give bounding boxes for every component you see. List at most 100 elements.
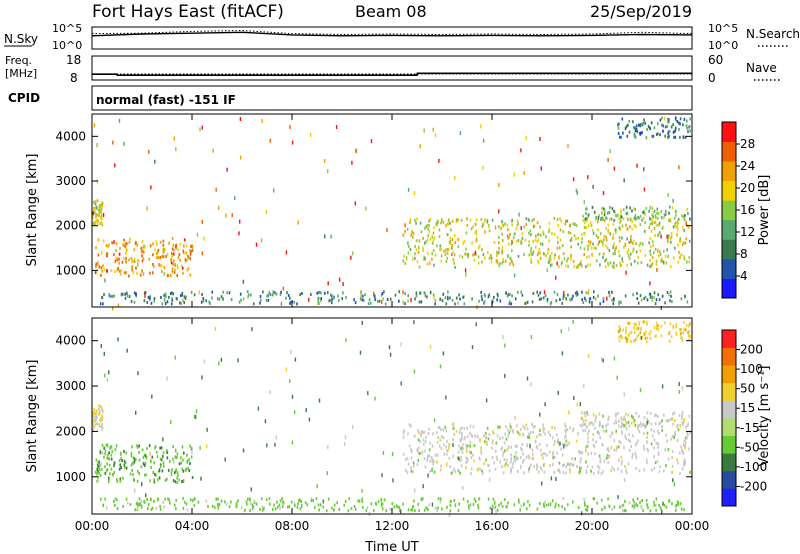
velocity-cell (154, 472, 156, 476)
power-cell (317, 298, 319, 302)
power-cell (170, 261, 173, 265)
velocity-cell (359, 350, 362, 355)
velocity-cell (602, 442, 604, 446)
velocity-cell (300, 500, 303, 503)
power-cell (114, 259, 117, 263)
power-cell (108, 243, 110, 247)
noise-left-tick-bottom: 10^0 (52, 39, 82, 52)
power-ytick-label: 4000 (55, 129, 86, 143)
power-cell (670, 240, 672, 244)
power-cell (623, 178, 625, 183)
power-cell (496, 250, 498, 254)
freq-left-tick-bottom: 8 (70, 71, 78, 85)
velocity-cell (454, 503, 457, 508)
velocity-cell (637, 439, 639, 443)
velocity-cell (551, 426, 553, 429)
power-cell (454, 265, 456, 269)
velocity-cell (657, 442, 660, 446)
power-cell (537, 259, 539, 263)
velocity-cell (138, 472, 140, 476)
velocity-cell (423, 430, 426, 434)
velocity-cell (170, 470, 173, 474)
power-cell (572, 294, 574, 298)
velocity-cell (145, 456, 148, 460)
velocity-cell (103, 455, 105, 459)
velocity-cell (664, 321, 666, 325)
velocity-cell (163, 505, 166, 509)
power-cell (364, 293, 366, 297)
power-cell (282, 286, 285, 291)
velocity-cell (505, 437, 508, 441)
velocity-cell (158, 468, 161, 473)
velocity-cell (580, 466, 583, 470)
velocity-cell (435, 431, 438, 435)
power-cell (532, 291, 535, 295)
power-cell (652, 211, 655, 214)
velocity-cell (129, 503, 132, 506)
velocity-ylabel: Slant Range [km] (25, 360, 40, 473)
velocity-cell (470, 467, 473, 471)
power-cell (586, 217, 588, 221)
power-cell (614, 247, 617, 251)
velocity-cell (151, 394, 153, 399)
velocity-cell (147, 503, 150, 507)
velocity-cell (613, 421, 616, 425)
power-cell (141, 240, 144, 243)
velocity-cell (281, 504, 284, 508)
power-cell (555, 275, 557, 280)
velocity-cell (111, 473, 114, 477)
velocity-cell (176, 452, 179, 456)
power-cell (613, 209, 615, 213)
velocity-cell (646, 431, 649, 435)
power-cell (425, 225, 428, 229)
power-cell (686, 119, 688, 123)
power-cell (532, 225, 535, 229)
power-cell (403, 254, 405, 258)
power-cell (636, 297, 639, 301)
velocity-cell (174, 455, 177, 459)
velocity-cell (681, 338, 684, 342)
power-cell (539, 256, 542, 260)
velocity-cell (681, 421, 684, 425)
power-cell (599, 232, 602, 236)
power-cell (444, 253, 447, 257)
power-cell (496, 298, 498, 302)
velocity-cell (592, 413, 595, 417)
power-cell (320, 299, 322, 303)
velocity-cell (426, 456, 429, 460)
power-cell (407, 294, 410, 298)
power-cell (687, 211, 689, 215)
power-cell (667, 193, 669, 197)
velocity-cell (136, 508, 139, 512)
power-cell (612, 233, 615, 237)
power-cell (355, 148, 357, 153)
power-cell (472, 253, 474, 257)
velocity-cell (645, 330, 647, 334)
velocity-cell (94, 422, 97, 426)
power-colorbar-swatch (722, 141, 736, 162)
velocity-colorbar-swatch (722, 400, 736, 419)
velocity-cell (530, 463, 532, 467)
velocity-cell (453, 499, 456, 502)
velocity-cell (631, 504, 634, 508)
power-cell (532, 240, 535, 244)
power-cell (291, 140, 294, 145)
velocity-cell (486, 426, 489, 430)
power-cell (187, 267, 190, 271)
velocity-cell (641, 335, 643, 339)
velocity-cell (214, 326, 217, 331)
power-cell (605, 216, 608, 220)
velocity-cell (437, 426, 440, 429)
power-cell (154, 248, 156, 252)
power-cell (582, 301, 584, 305)
power-colorbar-swatch (722, 180, 736, 201)
velocity-cell (93, 407, 95, 411)
power-cell (490, 256, 493, 260)
velocity-cell (643, 416, 646, 420)
velocity-cell (189, 462, 191, 465)
velocity-cell (624, 434, 626, 438)
power-cell (427, 252, 429, 256)
velocity-cell (599, 436, 602, 440)
velocity-cell (134, 508, 136, 512)
